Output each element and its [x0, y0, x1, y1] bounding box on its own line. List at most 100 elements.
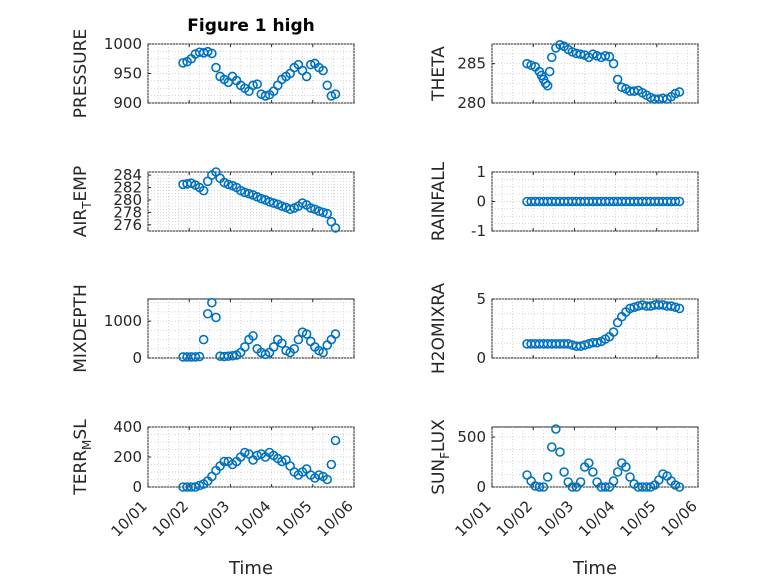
data-point: [301, 71, 312, 82]
data-point: [211, 62, 221, 73]
data-point: [563, 339, 574, 349]
y-tick-label: 285: [457, 55, 486, 73]
y-tick-label: 5: [476, 290, 486, 308]
data-point: [542, 472, 553, 482]
data-point: [268, 342, 279, 352]
x-axis-label-right: Time: [572, 558, 617, 579]
data-point: [575, 477, 586, 487]
data-point: [555, 447, 565, 457]
data-point: [293, 334, 304, 345]
data-point: [322, 474, 333, 485]
data-point: [190, 352, 201, 362]
y-axis-label: H2OMIXRA: [429, 283, 449, 374]
axes-rainfall: -1 0 1 RAINFALL: [429, 161, 699, 241]
x-tick-label: 10/02: [149, 497, 192, 540]
data-point: [322, 80, 333, 91]
axes-theta: 280 285 THETA: [429, 39, 699, 112]
data-point: [608, 327, 619, 337]
y-axis-label: PRESSURE: [71, 29, 91, 118]
data-point: [330, 223, 341, 233]
data-point: [600, 50, 611, 61]
data-point: [202, 308, 213, 319]
y-tick-label: 280: [457, 94, 486, 112]
data-point: [264, 197, 275, 207]
data-point: [666, 301, 677, 311]
data-point: [559, 467, 569, 477]
data-point: [612, 467, 623, 477]
data-point: [674, 303, 685, 314]
data-point: [629, 302, 639, 313]
data-point: [260, 91, 271, 101]
data-point: [600, 482, 611, 492]
data-point: [674, 87, 685, 97]
y-axis-label: TERRMSL: [71, 419, 94, 496]
data-point: [223, 179, 234, 190]
data-point: [625, 303, 635, 314]
plot-area: [147, 171, 355, 232]
data-point: [551, 424, 561, 434]
y-axis-label: AIRTEMP: [71, 166, 94, 237]
x-tick-label: 10/01: [452, 497, 495, 540]
data-point: [244, 188, 254, 199]
data-point: [330, 435, 341, 446]
figure-title: Figure 1 high: [187, 16, 315, 36]
axes-h2omixra: 0 5 H2OMIXRA: [429, 283, 699, 374]
data-point: [240, 342, 250, 352]
data-point: [621, 462, 631, 472]
data-point: [544, 66, 555, 77]
data-point: [318, 347, 328, 358]
data-point: [318, 65, 328, 76]
data-point: [305, 59, 316, 70]
data-point: [546, 52, 557, 63]
y-tick-label: 200: [113, 448, 142, 466]
data-point: [670, 196, 681, 207]
data-point: [584, 458, 594, 468]
data-point: [194, 351, 205, 362]
data-point: [198, 334, 209, 345]
data-point: [575, 49, 586, 60]
y-tick-label: 284: [113, 166, 142, 184]
data-point: [305, 203, 316, 213]
axes-mixdepth: 0 1000 MIXDEPTH: [71, 284, 355, 373]
data-point: [538, 482, 549, 492]
y-tick-label: 0: [132, 349, 142, 367]
data-point: [579, 340, 590, 350]
x-tick-label: 10/02: [493, 497, 536, 540]
data-point: [277, 456, 287, 467]
data-point: [178, 58, 188, 68]
data-point: [588, 467, 598, 477]
x-tick-label: 10/03: [534, 497, 577, 540]
data-point: [608, 476, 619, 486]
y-axis-label: RAINFALL: [429, 161, 449, 241]
data-point: [546, 442, 557, 452]
data-point: [604, 51, 615, 62]
data-point: [318, 207, 328, 218]
data-point: [322, 208, 333, 219]
x-tick-label: 10/06: [658, 497, 701, 540]
data-point: [207, 297, 217, 308]
data-point: [625, 472, 635, 482]
y-tick-label: 278: [113, 203, 142, 221]
data-point: [198, 185, 209, 196]
y-tick-label: 0: [132, 478, 142, 496]
y-tick-label: 1: [476, 163, 486, 181]
data-point: [219, 456, 230, 467]
data-point: [608, 58, 619, 69]
y-tick-label: 950: [113, 65, 142, 83]
y-tick-label: 1000: [104, 312, 142, 330]
data-point: [330, 89, 341, 99]
y-tick-label: 280: [113, 191, 142, 209]
data-point: [330, 329, 341, 339]
data-point: [612, 74, 623, 85]
data-point: [674, 482, 685, 492]
data-point: [252, 79, 262, 89]
data-point: [575, 341, 586, 352]
data-point: [289, 343, 300, 354]
data-point: [248, 80, 258, 91]
data-point: [285, 204, 295, 215]
